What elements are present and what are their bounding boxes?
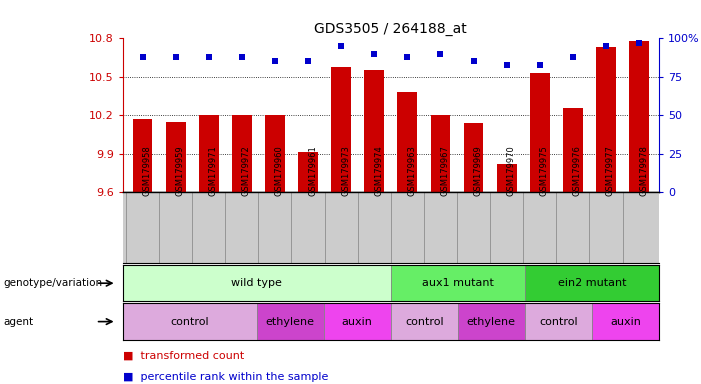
Bar bbox=[132, 119, 153, 192]
Text: aux1 mutant: aux1 mutant bbox=[422, 278, 494, 288]
Point bbox=[468, 58, 479, 65]
Text: GSM179971: GSM179971 bbox=[209, 145, 218, 195]
Text: control: control bbox=[405, 316, 444, 327]
Bar bbox=[391, 265, 525, 301]
Bar bbox=[592, 303, 659, 340]
Point bbox=[634, 40, 645, 46]
Bar bbox=[525, 303, 592, 340]
Bar bbox=[332, 66, 351, 192]
Point bbox=[501, 61, 512, 68]
Point bbox=[203, 54, 215, 60]
Point bbox=[600, 43, 611, 49]
Point bbox=[435, 51, 446, 57]
Bar bbox=[430, 115, 451, 192]
Text: GSM179961: GSM179961 bbox=[308, 145, 317, 195]
Bar bbox=[530, 73, 550, 192]
Bar bbox=[463, 123, 484, 192]
Point bbox=[302, 58, 313, 65]
Text: control: control bbox=[539, 316, 578, 327]
Bar bbox=[458, 303, 525, 340]
Bar bbox=[199, 115, 219, 192]
Point bbox=[269, 58, 280, 65]
Point bbox=[534, 61, 545, 68]
Bar bbox=[232, 115, 252, 192]
Bar bbox=[123, 265, 391, 301]
Bar bbox=[397, 92, 417, 192]
Text: genotype/variation: genotype/variation bbox=[4, 278, 102, 288]
Text: ein2 mutant: ein2 mutant bbox=[558, 278, 626, 288]
Bar bbox=[497, 164, 517, 192]
Text: GSM179958: GSM179958 bbox=[142, 145, 151, 195]
Text: GSM179959: GSM179959 bbox=[176, 145, 184, 195]
Text: GSM179978: GSM179978 bbox=[639, 145, 648, 195]
Text: GSM179972: GSM179972 bbox=[242, 145, 251, 195]
Text: GSM179973: GSM179973 bbox=[341, 145, 350, 195]
Bar bbox=[123, 303, 257, 340]
Text: ■  transformed count: ■ transformed count bbox=[123, 351, 244, 361]
Point bbox=[402, 54, 413, 60]
Title: GDS3505 / 264188_at: GDS3505 / 264188_at bbox=[315, 22, 467, 36]
Bar bbox=[525, 265, 659, 301]
Point bbox=[236, 54, 247, 60]
Text: auxin: auxin bbox=[610, 316, 641, 327]
Text: GSM179975: GSM179975 bbox=[540, 145, 549, 195]
Text: auxin: auxin bbox=[342, 316, 373, 327]
Text: GSM179969: GSM179969 bbox=[474, 145, 482, 195]
Bar bbox=[596, 47, 616, 192]
Text: GSM179967: GSM179967 bbox=[440, 145, 449, 195]
Bar bbox=[324, 303, 391, 340]
Point bbox=[336, 43, 347, 49]
Bar bbox=[165, 122, 186, 192]
Bar bbox=[298, 152, 318, 192]
Point bbox=[170, 54, 182, 60]
Bar bbox=[563, 108, 583, 192]
Point bbox=[369, 51, 380, 57]
Text: ■  percentile rank within the sample: ■ percentile rank within the sample bbox=[123, 372, 328, 382]
Text: GSM179960: GSM179960 bbox=[275, 145, 284, 195]
Text: GSM179963: GSM179963 bbox=[407, 145, 416, 195]
Text: GSM179970: GSM179970 bbox=[507, 145, 516, 195]
Text: ethylene: ethylene bbox=[266, 316, 315, 327]
Text: control: control bbox=[170, 316, 209, 327]
Text: GSM179976: GSM179976 bbox=[573, 145, 582, 195]
Bar bbox=[391, 303, 458, 340]
Bar bbox=[265, 115, 285, 192]
Text: ethylene: ethylene bbox=[467, 316, 516, 327]
Bar bbox=[257, 303, 324, 340]
Point bbox=[567, 54, 578, 60]
Text: GSM179977: GSM179977 bbox=[606, 145, 615, 195]
Text: agent: agent bbox=[4, 316, 34, 327]
Bar bbox=[629, 41, 649, 192]
Text: GSM179974: GSM179974 bbox=[374, 145, 383, 195]
Text: wild type: wild type bbox=[231, 278, 283, 288]
Point bbox=[137, 54, 148, 60]
Bar bbox=[365, 70, 384, 192]
